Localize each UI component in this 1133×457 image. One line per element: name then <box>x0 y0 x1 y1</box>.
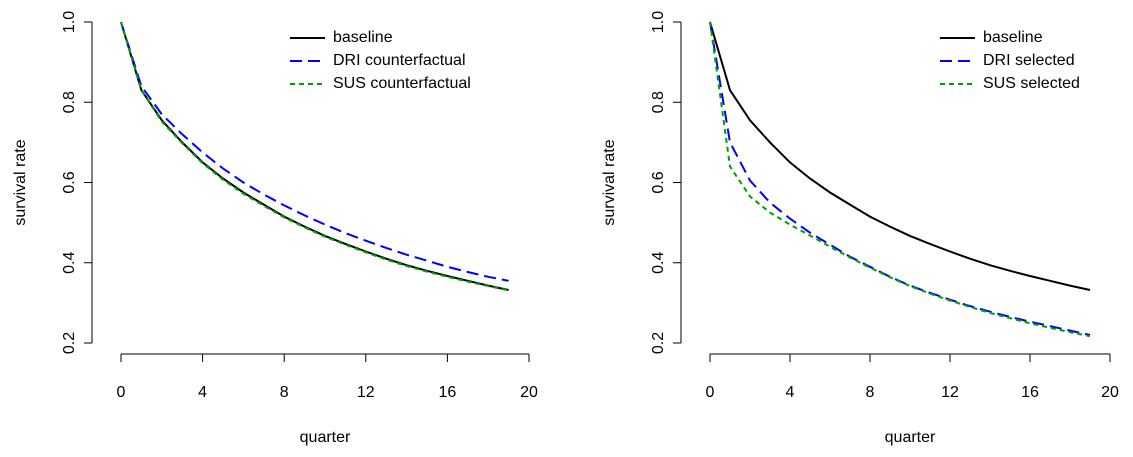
y-tick-label: 0.4 <box>650 252 667 274</box>
y-tick-label: 0.2 <box>61 332 78 354</box>
y-tick-label: 0.6 <box>650 171 667 193</box>
x-tick-label: 12 <box>941 384 959 401</box>
legend-label: baseline <box>983 29 1043 46</box>
y-tick-label: 0.4 <box>61 252 78 274</box>
x-tick-label: 16 <box>439 384 457 401</box>
series-line <box>120 21 509 282</box>
y-tick-label: 0.8 <box>61 91 78 113</box>
x-tick-label: 20 <box>1101 384 1119 401</box>
x-tick-label: 8 <box>866 384 875 401</box>
legend-label: SUS selected <box>983 75 1080 92</box>
x-tick-label: 4 <box>198 384 207 401</box>
legend-label: DRI counterfactual <box>333 52 466 69</box>
x-tick-label: 8 <box>280 384 289 401</box>
chart: 0 4 8 12 16 20 0.2 0.4 0.6 0.8 1.0 quarter survival … <box>601 11 1119 446</box>
y-tick-label: 0.8 <box>650 91 667 113</box>
y-tick-label: 0.6 <box>61 171 78 193</box>
x-tick-label: 4 <box>786 384 795 401</box>
y-axis-label: survival rate <box>601 139 618 225</box>
series-line <box>709 21 1091 291</box>
y-axis-label: survival rate <box>12 139 29 225</box>
series-line <box>709 21 1091 338</box>
x-tick-label: 20 <box>520 384 538 401</box>
x-tick-label: 12 <box>357 384 375 401</box>
x-tick-label: 0 <box>117 384 126 401</box>
y-tick-label: 1.0 <box>61 11 78 33</box>
x-axis-label: quarter <box>300 429 351 446</box>
y-tick-label: 0.2 <box>650 332 667 354</box>
legend-label: DRI selected <box>983 52 1075 69</box>
chart: 0 4 8 12 16 20 0.2 0.4 0.6 0.8 1.0 quarter survival … <box>12 11 538 446</box>
legend-label: SUS counterfactual <box>333 75 471 92</box>
x-tick-label: 0 <box>706 384 715 401</box>
series-line <box>120 21 509 292</box>
legend-label: baseline <box>333 29 393 46</box>
y-tick-label: 1.0 <box>650 11 667 33</box>
x-axis-label: quarter <box>885 429 936 446</box>
x-tick-label: 16 <box>1021 384 1039 401</box>
